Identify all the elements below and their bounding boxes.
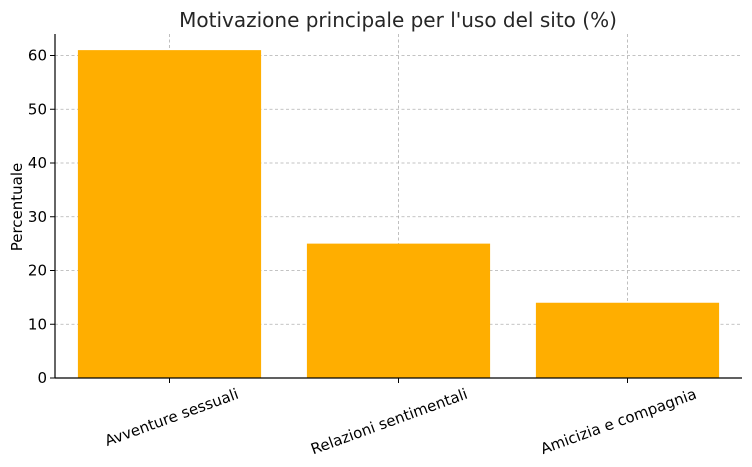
y-axis-label: Percentuale [8, 163, 26, 252]
bars [77, 50, 720, 378]
x-tick-label: Amicizia e compagnia [538, 385, 699, 458]
y-ticks: 0 10 20 30 40 50 60 [28, 47, 55, 387]
x-tick-label: Avventure sessuali [102, 385, 240, 450]
y-tick-label: 20 [28, 262, 47, 280]
bar [535, 302, 720, 378]
y-tick-label: 40 [28, 154, 47, 172]
y-tick-label: 10 [28, 315, 47, 333]
y-tick-label: 30 [28, 208, 47, 226]
y-tick-label: 50 [28, 100, 47, 118]
y-tick-label: 60 [28, 47, 47, 65]
x-tick-label: Relazioni sentimentali [308, 385, 470, 458]
bar [306, 243, 491, 378]
bar [77, 50, 262, 378]
y-tick-label: 0 [37, 369, 47, 387]
chart-title: Motivazione principale per l'uso del sit… [179, 8, 617, 32]
x-ticks: Avventure sessuali Relazioni sentimentali… [102, 378, 699, 458]
